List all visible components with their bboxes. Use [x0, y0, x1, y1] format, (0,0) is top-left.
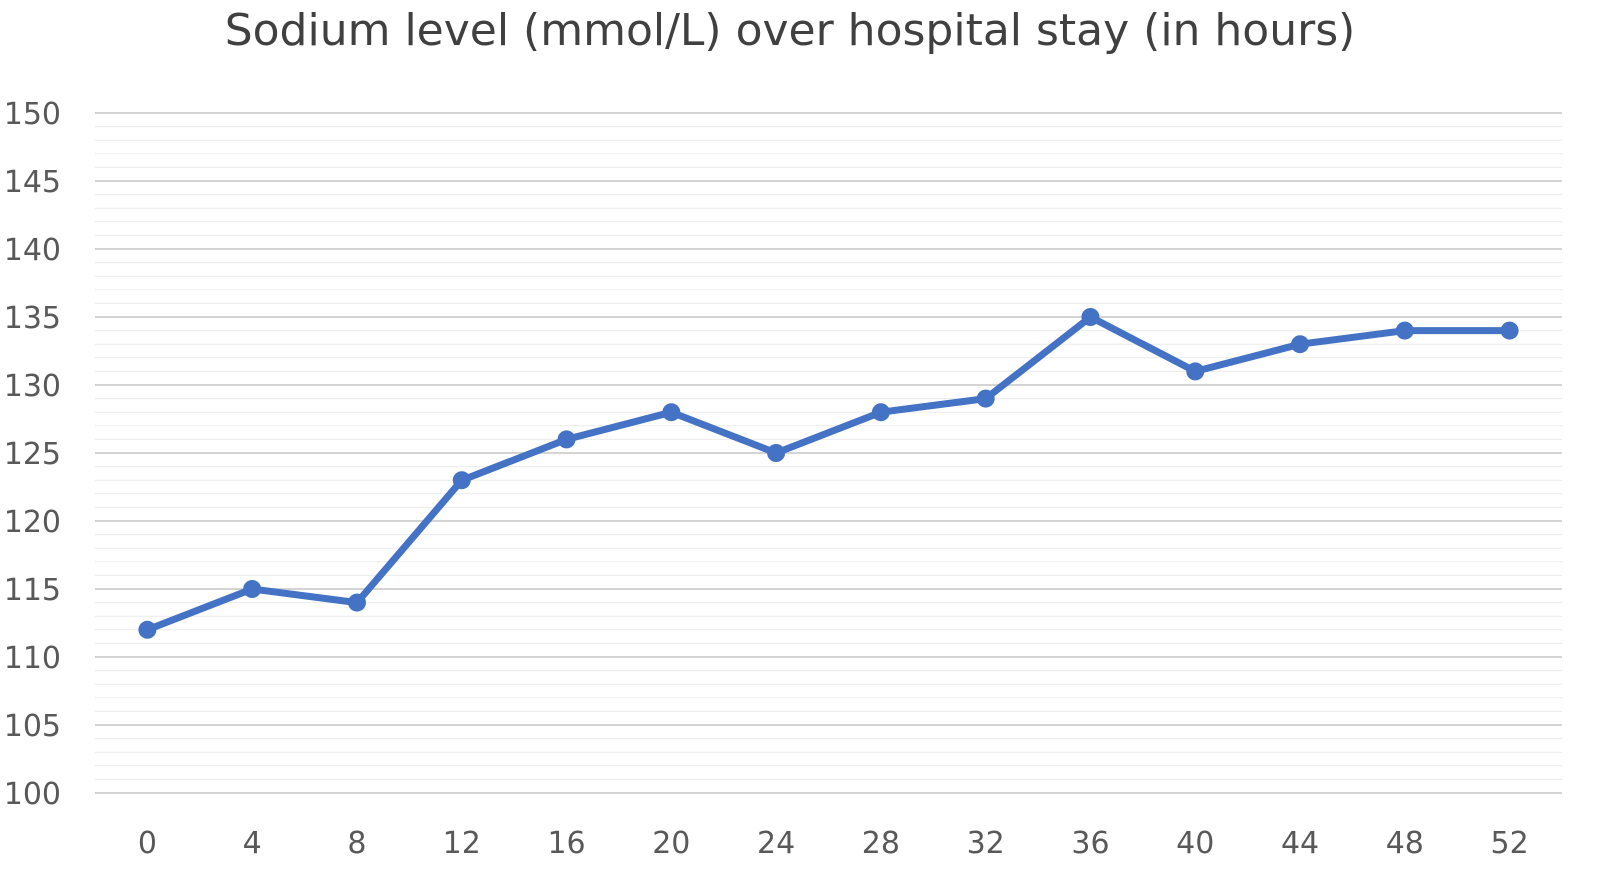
- x-tick-label: 28: [862, 826, 900, 861]
- y-tick-label: 150: [4, 97, 61, 132]
- data-point: [557, 430, 576, 449]
- data-point: [871, 403, 890, 422]
- y-tick-label: 130: [4, 369, 61, 404]
- y-tick-label: 145: [4, 165, 61, 200]
- x-tick-label: 20: [652, 826, 690, 861]
- chart-title: Sodium level (mmol/L) over hospital stay…: [225, 5, 1356, 56]
- data-point: [662, 403, 681, 422]
- x-tick-label: 0: [138, 826, 157, 861]
- data-series: [138, 308, 1519, 639]
- y-tick-label: 115: [4, 573, 61, 608]
- data-point: [1500, 321, 1519, 340]
- x-tick-label: 40: [1176, 826, 1214, 861]
- data-point: [138, 620, 157, 639]
- y-tick-label: 100: [4, 777, 61, 812]
- data-point: [1081, 308, 1100, 326]
- x-axis-tick-labels: 0 4 8 12 16 20 24 28 32 36 40 44 48 52: [138, 826, 1529, 861]
- x-tick-label: 16: [547, 826, 585, 861]
- y-tick-label: 140: [4, 233, 61, 268]
- data-point: [767, 444, 786, 462]
- y-tick-label: 125: [4, 437, 61, 472]
- x-tick-label: 44: [1281, 826, 1319, 861]
- data-point: [347, 593, 366, 612]
- x-tick-label: 36: [1071, 826, 1109, 861]
- data-point: [1395, 321, 1414, 340]
- y-tick-label: 120: [4, 505, 61, 540]
- y-tick-label: 135: [4, 301, 61, 336]
- data-point: [1186, 362, 1205, 381]
- y-tick-label: 105: [4, 709, 61, 744]
- gridlines: [95, 112, 1562, 794]
- x-tick-label: 8: [347, 826, 366, 861]
- data-point: [452, 471, 471, 490]
- x-tick-label: 52: [1491, 826, 1529, 861]
- y-axis-tick-labels: 100 105 110 115 120 125 130 135 140 145 150: [4, 97, 61, 812]
- data-point: [976, 389, 995, 408]
- series-line: [143, 313, 1514, 634]
- x-tick-label: 12: [443, 826, 481, 861]
- y-tick-label: 110: [4, 641, 61, 676]
- data-point: [243, 580, 262, 598]
- x-tick-label: 32: [967, 826, 1005, 861]
- x-tick-label: 24: [757, 826, 795, 861]
- x-tick-label: 4: [243, 826, 262, 861]
- x-tick-label: 48: [1386, 826, 1424, 861]
- data-point: [1291, 335, 1310, 354]
